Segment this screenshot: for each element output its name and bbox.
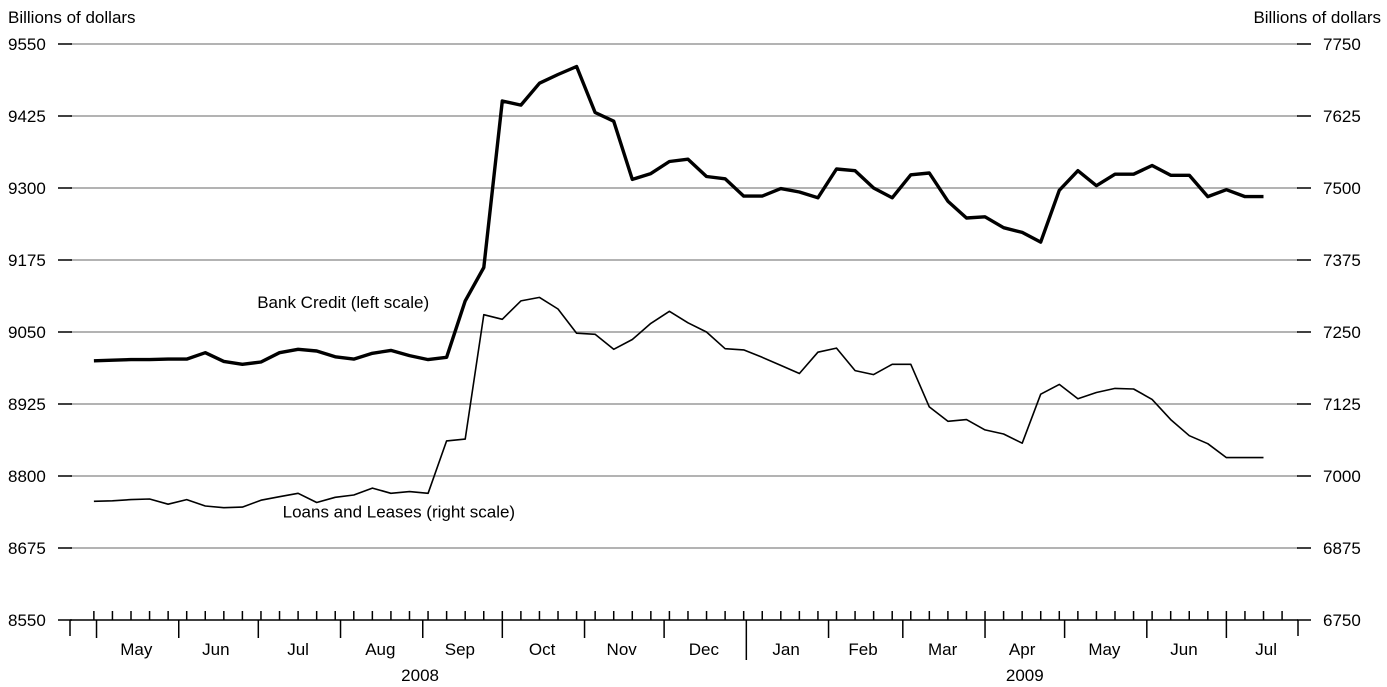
left-y-tick-label: 8550 — [8, 611, 46, 630]
right-y-tick-label: 6750 — [1323, 611, 1361, 630]
right-y-tick-label: 7250 — [1323, 323, 1361, 342]
month-label: Jan — [772, 640, 799, 659]
month-label: Sep — [445, 640, 475, 659]
right-y-tick-label: 6875 — [1323, 539, 1361, 558]
left-y-tick-label: 9300 — [8, 179, 46, 198]
left-axis-label: Billions of dollars — [8, 8, 136, 27]
right-y-tick-label: 7625 — [1323, 107, 1361, 126]
month-label: Aug — [365, 640, 395, 659]
month-label: Jul — [1255, 640, 1277, 659]
month-label: Apr — [1009, 640, 1036, 659]
right-y-tick-label: 7000 — [1323, 467, 1361, 486]
right-y-tick-label: 7375 — [1323, 251, 1361, 270]
left-y-tick-label: 8675 — [8, 539, 46, 558]
month-label: Mar — [928, 640, 958, 659]
month-label: Dec — [689, 640, 720, 659]
loans-and-leases-line — [93, 296, 1264, 509]
right-y-tick-label: 7125 — [1323, 395, 1361, 414]
annotations: Bank Credit (left scale) Loans and Leases… — [257, 293, 515, 522]
month-label: May — [120, 640, 153, 659]
gridlines — [70, 43, 1298, 549]
month-label: Jun — [1170, 640, 1197, 659]
left-y-tick-label: 9050 — [8, 323, 46, 342]
series-lines — [93, 64, 1264, 509]
year-label: 2008 — [401, 666, 439, 685]
left-y-tick-label: 9425 — [8, 107, 46, 126]
loans-and-leases-annotation: Loans and Leases (right scale) — [283, 503, 515, 522]
month-label: Nov — [607, 640, 638, 659]
left-y-tick-label: 8800 — [8, 467, 46, 486]
right-y-tick-label: 7750 — [1323, 35, 1361, 54]
bank-credit-line — [93, 64, 1264, 366]
month-label: Jun — [202, 640, 229, 659]
right-axis-label: Billions of dollars — [1253, 8, 1381, 27]
bank-credit-annotation: Bank Credit (left scale) — [257, 293, 429, 312]
month-label: May — [1088, 640, 1121, 659]
left-y-tick-label: 8925 — [8, 395, 46, 414]
left-y-tick-label: 9175 — [8, 251, 46, 270]
month-label: Oct — [529, 640, 556, 659]
year-label: 2009 — [1006, 666, 1044, 685]
month-label: Feb — [848, 640, 877, 659]
right-y-tick-label: 7500 — [1323, 179, 1361, 198]
x-axis: May Jun Jul Aug Sep Oct Nov Dec Jan Feb Mar Apr May J… — [69, 611, 1299, 685]
left-y-tick-label: 9550 — [8, 35, 46, 54]
month-label: Jul — [287, 640, 309, 659]
y-axis-ticks: 9550 9425 9300 9175 9050 8925 8800 8675 8550 7750… — [8, 35, 1361, 630]
